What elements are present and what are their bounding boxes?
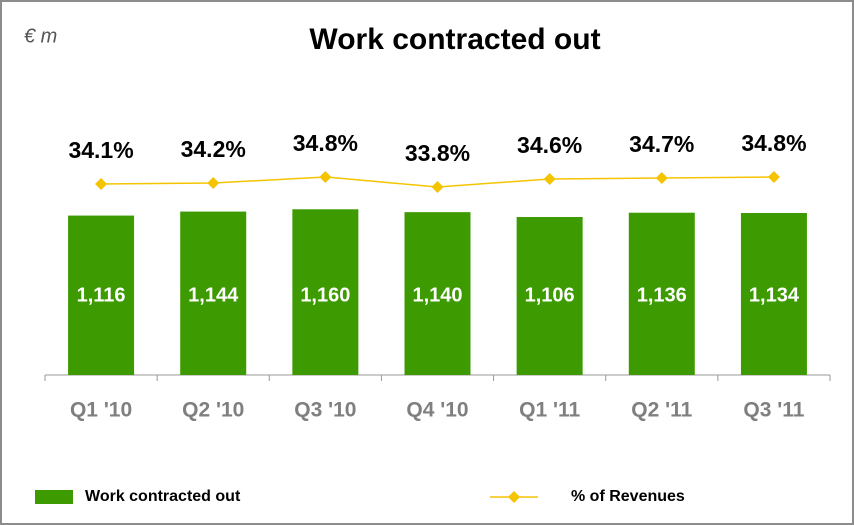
x-tick-label: Q3 '11 <box>743 399 804 422</box>
bar <box>628 212 695 375</box>
bar <box>180 211 247 375</box>
bar <box>516 217 583 375</box>
bar <box>740 213 807 375</box>
line-value-label: 33.8% <box>405 140 470 166</box>
line-value-label: 34.8% <box>741 130 806 156</box>
line-marker <box>431 181 444 193</box>
unit-label: € m <box>24 25 57 47</box>
legend-swatch <box>35 490 73 504</box>
line-value-label: 34.8% <box>293 130 358 156</box>
bar <box>68 215 135 375</box>
bar <box>404 212 471 375</box>
line-value-label: 34.1% <box>68 137 133 163</box>
line-marker <box>207 177 220 189</box>
x-tick-label: Q4 '10 <box>406 399 468 422</box>
line-value-label: 34.6% <box>517 132 582 158</box>
bar-value-label: 1,144 <box>188 284 239 306</box>
bar-value-label: 1,134 <box>749 284 800 306</box>
bar-value-label: 1,140 <box>412 284 462 306</box>
chart-title: Work contracted out <box>309 23 600 56</box>
line-value-label: 34.2% <box>181 136 246 162</box>
line-marker <box>319 171 332 183</box>
bar-value-label: 1,160 <box>300 284 350 306</box>
x-tick-label: Q2 '11 <box>631 399 692 422</box>
x-tick-label: Q1 '10 <box>70 399 132 422</box>
bar <box>292 209 359 375</box>
x-tick-label: Q2 '10 <box>182 399 244 422</box>
bar-value-label: 1,136 <box>637 284 687 306</box>
legend-label: % of Revenues <box>571 488 685 505</box>
legend-marker <box>508 491 520 503</box>
line-marker <box>767 171 780 183</box>
x-tick-label: Q1 '11 <box>519 399 580 422</box>
line-value-label: 34.7% <box>629 131 694 157</box>
bar-value-label: 1,106 <box>525 284 575 306</box>
line-marker <box>543 173 556 185</box>
legend-label: Work contracted out <box>85 488 241 505</box>
line-marker <box>655 172 668 184</box>
line-marker <box>95 178 108 190</box>
bar-value-label: 1,116 <box>77 284 126 306</box>
x-tick-label: Q3 '10 <box>294 399 356 422</box>
